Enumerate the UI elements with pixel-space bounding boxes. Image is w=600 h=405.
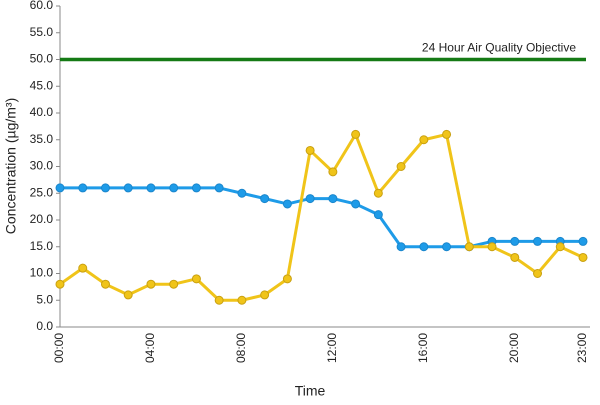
series-line <box>60 186 583 249</box>
point <box>78 263 88 273</box>
point <box>351 129 361 139</box>
point <box>100 183 110 193</box>
x-tick-label: 23:00 <box>575 333 589 363</box>
point <box>328 194 338 204</box>
y-tick-label: 45.0 <box>30 78 54 92</box>
y-tick-label: 55.0 <box>30 25 54 39</box>
point <box>555 242 565 252</box>
y-tick-label: 0.0 <box>36 319 53 333</box>
point <box>533 269 543 278</box>
point <box>123 290 133 300</box>
point <box>510 252 520 262</box>
y-tick-label: 60.0 <box>30 0 54 12</box>
point <box>487 242 497 252</box>
point <box>191 274 201 284</box>
point <box>328 167 338 177</box>
series-line <box>59 132 584 302</box>
point <box>578 236 588 246</box>
point <box>442 129 452 139</box>
point <box>237 295 247 305</box>
point <box>396 242 406 252</box>
point <box>169 279 179 289</box>
point <box>419 135 429 145</box>
y-tick-label: 40.0 <box>30 105 54 119</box>
y-tick-label: 35.0 <box>30 132 54 146</box>
point <box>55 183 65 193</box>
x-tick-label: 12:00 <box>325 333 339 363</box>
point <box>191 183 201 193</box>
point <box>146 183 156 193</box>
x-tick-label: 00:00 <box>52 333 66 363</box>
x-tick-label: 16:00 <box>416 333 430 363</box>
point <box>464 242 474 252</box>
x-tick-label: 04:00 <box>143 333 157 363</box>
point <box>396 162 406 171</box>
point <box>169 183 179 193</box>
y-tick-label: 25.0 <box>30 185 54 199</box>
y-tick-label: 10.0 <box>30 266 54 280</box>
point <box>282 274 292 284</box>
x-axis-title: Time <box>295 383 326 399</box>
point <box>351 199 361 209</box>
point <box>442 242 452 252</box>
point <box>214 183 224 193</box>
point <box>510 236 520 246</box>
y-tick-label: 50.0 <box>30 52 54 66</box>
x-tick-label: 20:00 <box>507 333 521 363</box>
x-tick-label: 08:00 <box>234 333 248 363</box>
point <box>123 183 133 193</box>
point <box>214 295 224 305</box>
point <box>373 188 383 198</box>
y-tick-label: 30.0 <box>30 159 54 173</box>
point <box>146 279 156 289</box>
point <box>260 194 270 204</box>
point <box>55 279 65 289</box>
y-tick-label: 20.0 <box>30 212 54 226</box>
point <box>533 236 543 246</box>
reference-label: 24 Hour Air Quality Objective <box>422 41 576 55</box>
point <box>305 194 315 204</box>
point <box>78 183 88 193</box>
point <box>260 290 270 300</box>
point <box>100 279 110 289</box>
point <box>578 252 588 262</box>
y-tick-label: 15.0 <box>30 239 54 253</box>
point <box>419 242 429 252</box>
point <box>282 199 292 209</box>
y-tick-label: 5.0 <box>36 292 53 306</box>
point <box>237 188 247 198</box>
point <box>373 210 383 220</box>
point <box>305 145 315 155</box>
y-axis-title: Concentration (µg/m³) <box>3 98 19 234</box>
